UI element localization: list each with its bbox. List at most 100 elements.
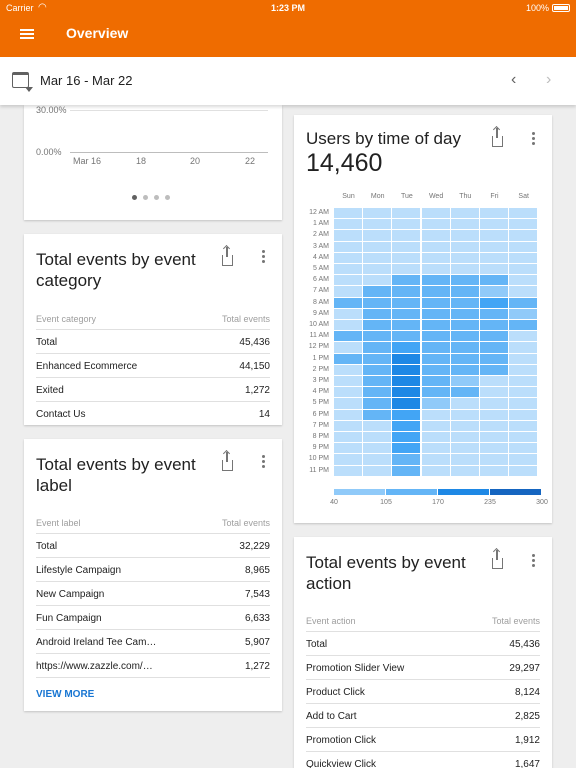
heatmap-cell[interactable]: [421, 219, 450, 230]
heatmap-cell[interactable]: [334, 219, 362, 230]
heatmap-cell[interactable]: [363, 264, 392, 275]
table-row[interactable]: Total 32,229: [36, 534, 270, 558]
heatmap-cell[interactable]: [480, 376, 508, 387]
table-row[interactable]: Promotion Click 1,912: [306, 728, 540, 752]
heatmap-cell[interactable]: [450, 275, 479, 286]
table-row[interactable]: Add to Cart 2,825: [306, 704, 540, 728]
heatmap-cell[interactable]: [480, 465, 508, 476]
heatmap-cell[interactable]: [450, 398, 479, 409]
more-options-icon[interactable]: [532, 132, 536, 146]
heatmap-cell[interactable]: [480, 275, 508, 286]
heatmap-cell[interactable]: [509, 297, 538, 308]
heatmap-cell[interactable]: [334, 409, 362, 420]
heatmap-cell[interactable]: [334, 432, 362, 443]
heatmap-cell[interactable]: [334, 387, 362, 398]
date-range-label[interactable]: Mar 16 - Mar 22: [40, 73, 133, 88]
share-icon[interactable]: [222, 452, 233, 471]
heatmap-cell[interactable]: [363, 241, 392, 252]
heatmap-cell[interactable]: [480, 432, 508, 443]
heatmap-cell[interactable]: [480, 264, 508, 275]
heatmap-cell[interactable]: [363, 342, 392, 353]
heatmap-cell[interactable]: [334, 376, 362, 387]
table-row[interactable]: Android Ireland Tee Cam… 5,907: [36, 630, 270, 654]
heatmap-cell[interactable]: [480, 409, 508, 420]
heatmap-cell[interactable]: [334, 252, 362, 264]
heatmap-cell[interactable]: [480, 286, 508, 297]
heatmap-cell[interactable]: [392, 297, 421, 308]
heatmap-cell[interactable]: [334, 443, 362, 454]
heatmap-cell[interactable]: [334, 398, 362, 409]
heatmap-cell[interactable]: [392, 364, 421, 376]
heatmap-cell[interactable]: [392, 308, 421, 320]
heatmap-cell[interactable]: [363, 443, 392, 454]
heatmap-cell[interactable]: [509, 342, 538, 353]
heatmap-cell[interactable]: [392, 252, 421, 264]
heatmap-cell[interactable]: [363, 252, 392, 264]
heatmap-cell[interactable]: [392, 432, 421, 443]
heatmap-cell[interactable]: [509, 398, 538, 409]
heatmap-cell[interactable]: [334, 241, 362, 252]
heatmap-cell[interactable]: [450, 387, 479, 398]
heatmap-cell[interactable]: [509, 320, 538, 331]
heatmap-cell[interactable]: [392, 331, 421, 342]
heatmap-cell[interactable]: [509, 308, 538, 320]
heatmap-cell[interactable]: [421, 208, 450, 219]
heatmap-cell[interactable]: [509, 376, 538, 387]
heatmap-cell[interactable]: [392, 465, 421, 476]
heatmap-cell[interactable]: [363, 387, 392, 398]
heatmap-cell[interactable]: [480, 331, 508, 342]
heatmap-cell[interactable]: [480, 308, 508, 320]
heatmap-cell[interactable]: [480, 387, 508, 398]
heatmap-cell[interactable]: [392, 286, 421, 297]
next-range-button[interactable]: ›: [546, 71, 552, 88]
heatmap-cell[interactable]: [421, 420, 450, 432]
heatmap-cell[interactable]: [392, 208, 421, 219]
heatmap-cell[interactable]: [392, 387, 421, 398]
heatmap-cell[interactable]: [392, 443, 421, 454]
heatmap-cell[interactable]: [334, 297, 362, 308]
heatmap-cell[interactable]: [509, 454, 538, 465]
heatmap-cell[interactable]: [450, 208, 479, 219]
heatmap-cell[interactable]: [334, 264, 362, 275]
heatmap-cell[interactable]: [392, 275, 421, 286]
heatmap-cell[interactable]: [363, 454, 392, 465]
page-dot[interactable]: [132, 195, 137, 200]
heatmap-cell[interactable]: [421, 297, 450, 308]
heatmap-cell[interactable]: [363, 398, 392, 409]
heatmap-cell[interactable]: [450, 420, 479, 432]
page-dot[interactable]: [165, 195, 170, 200]
heatmap-cell[interactable]: [392, 454, 421, 465]
heatmap-cell[interactable]: [392, 219, 421, 230]
heatmap-cell[interactable]: [480, 342, 508, 353]
heatmap-cell[interactable]: [334, 230, 362, 241]
heatmap-cell[interactable]: [450, 409, 479, 420]
more-options-icon[interactable]: [532, 554, 536, 568]
heatmap-cell[interactable]: [450, 241, 479, 252]
heatmap-cell[interactable]: [363, 465, 392, 476]
table-row[interactable]: Quickview Click 1,647: [306, 752, 540, 768]
heatmap-cell[interactable]: [421, 432, 450, 443]
heatmap-cell[interactable]: [392, 409, 421, 420]
heatmap-cell[interactable]: [509, 252, 538, 264]
heatmap-cell[interactable]: [421, 398, 450, 409]
heatmap-cell[interactable]: [363, 275, 392, 286]
heatmap-cell[interactable]: [509, 364, 538, 376]
table-row[interactable]: New Campaign 7,543: [36, 582, 270, 606]
heatmap-cell[interactable]: [509, 331, 538, 342]
heatmap-cell[interactable]: [450, 432, 479, 443]
heatmap-cell[interactable]: [363, 320, 392, 331]
table-row[interactable]: Product Click 8,124: [306, 680, 540, 704]
share-icon[interactable]: [492, 550, 503, 569]
heatmap-cell[interactable]: [363, 376, 392, 387]
table-row[interactable]: Enhanced Ecommerce 44,150: [36, 354, 270, 378]
heatmap-cell[interactable]: [334, 331, 362, 342]
heatmap-cell[interactable]: [480, 420, 508, 432]
heatmap-cell[interactable]: [450, 342, 479, 353]
heatmap-cell[interactable]: [334, 275, 362, 286]
heatmap-cell[interactable]: [450, 443, 479, 454]
previous-range-button[interactable]: ‹: [511, 71, 517, 88]
heatmap-cell[interactable]: [421, 465, 450, 476]
heatmap-cell[interactable]: [450, 252, 479, 264]
heatmap-cell[interactable]: [392, 264, 421, 275]
heatmap-cell[interactable]: [450, 297, 479, 308]
